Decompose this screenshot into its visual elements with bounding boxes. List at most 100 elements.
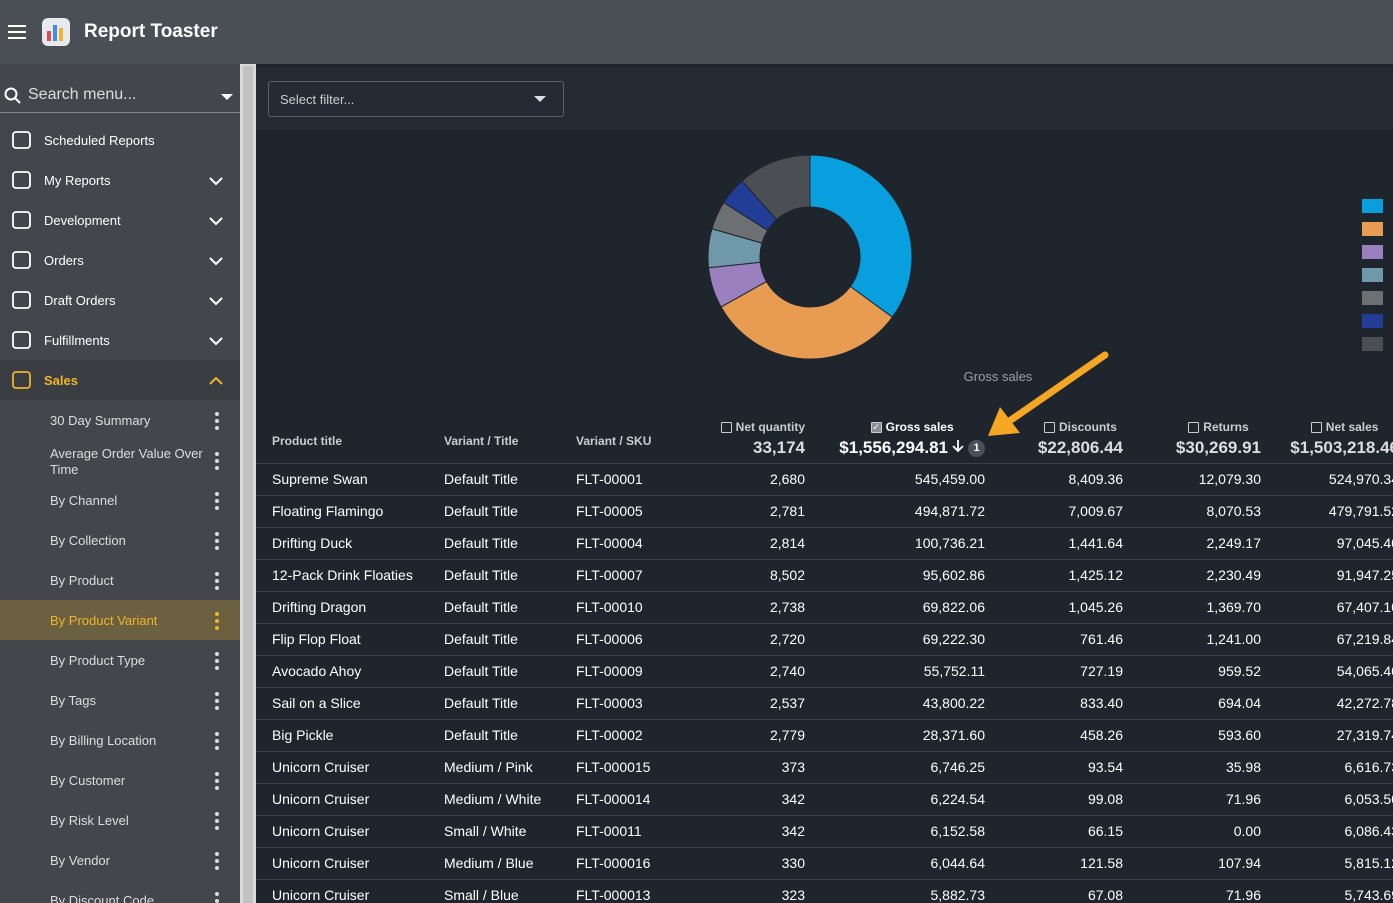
submenu-label: By Risk Level <box>50 813 205 829</box>
submenu-item[interactable]: Average Order Value Over Time <box>0 440 240 480</box>
column-label: Returns <box>1203 420 1248 434</box>
submenu-item[interactable]: By Collection <box>0 520 240 560</box>
column-checkbox[interactable] <box>1311 422 1322 433</box>
table-cell: 6,152.58 <box>931 823 986 839</box>
menu-item[interactable]: Scheduled Reports <box>0 120 240 160</box>
submenu-item[interactable]: By Discount Code <box>0 880 240 903</box>
table-cell: 0.00 <box>1234 823 1261 839</box>
table-cell: 100,736.21 <box>915 535 985 551</box>
table-cell: FLT-00005 <box>576 503 643 519</box>
table-cell: FLT-000015 <box>576 759 650 775</box>
table-cell: 27,319.74 <box>1337 727 1393 743</box>
menu-item[interactable]: Development <box>0 200 240 240</box>
table-cell: 35.98 <box>1226 759 1261 775</box>
table-cell: 69,222.30 <box>923 631 985 647</box>
menu-button[interactable] <box>8 24 28 40</box>
table-cell: 2,537 <box>770 695 805 711</box>
column-checkbox[interactable] <box>1188 422 1199 433</box>
table-cell: 121.58 <box>1080 855 1123 871</box>
app-logo <box>41 17 71 47</box>
menu-label: My Reports <box>44 173 110 188</box>
table-cell: FLT-00003 <box>576 695 643 711</box>
table-cell: FLT-000016 <box>576 855 650 871</box>
column-label: Returns <box>1176 420 1261 434</box>
submenu-item[interactable]: By Product Variant <box>0 600 240 640</box>
table-cell: Unicorn Cruiser <box>272 855 369 871</box>
submenu-item[interactable]: By Risk Level <box>0 800 240 840</box>
row-divider <box>256 591 1393 592</box>
table-cell: 593.60 <box>1218 727 1261 743</box>
column-header[interactable]: Net quantity 33,174 <box>721 420 805 466</box>
submenu-item[interactable]: 30 Day Summary <box>0 400 240 440</box>
column-total: $1,556,294.81 <box>839 438 948 458</box>
filter-bar: Select filter... <box>256 67 1393 130</box>
scrollbar-thumb[interactable] <box>243 66 253 903</box>
menu-label: Draft Orders <box>44 293 116 308</box>
table-cell: FLT-00004 <box>576 535 643 551</box>
table-cell: Default Title <box>444 567 518 583</box>
column-label: Net quantity <box>721 420 805 434</box>
row-divider <box>256 879 1393 880</box>
menu-item[interactable]: Orders <box>0 240 240 280</box>
table-cell: 71.96 <box>1226 887 1261 903</box>
table-cell: Default Title <box>444 631 518 647</box>
submenu-item[interactable]: By Tags <box>0 680 240 720</box>
submenu-item[interactable]: By Product Type <box>0 640 240 680</box>
search-box[interactable]: Search menu... <box>0 64 240 113</box>
submenu-label: By Collection <box>50 533 205 549</box>
column-total: $1,503,218.46 <box>1290 438 1393 458</box>
table-cell: Default Title <box>444 695 518 711</box>
table-cell: 1,425.12 <box>1069 567 1124 583</box>
submenu-label: By Channel <box>50 493 205 509</box>
column-checkbox[interactable]: ✓ <box>871 422 882 433</box>
table-cell: Default Title <box>444 727 518 743</box>
column-total-row: $30,269.91 <box>1176 438 1261 458</box>
menu-item[interactable]: Fulfillments <box>0 320 240 360</box>
column-header: Variant / Title <box>444 434 518 448</box>
legend-swatch <box>1362 268 1383 282</box>
table-cell: 91,947.25 <box>1337 567 1393 583</box>
column-header[interactable]: Net sales$1,503,218.46 <box>1290 420 1393 466</box>
table-cell: 761.46 <box>1080 631 1123 647</box>
table-cell: Unicorn Cruiser <box>272 791 369 807</box>
table-cell: FLT-00011 <box>576 823 642 839</box>
column-header[interactable]: ✓Gross sales$1,556,294.811 <box>839 420 985 466</box>
row-divider <box>256 751 1393 752</box>
table-cell: Small / White <box>444 823 526 839</box>
table-cell: 342 <box>782 823 805 839</box>
menu-item[interactable]: My Reports <box>0 160 240 200</box>
submenu-item[interactable]: By Billing Location <box>0 720 240 760</box>
row-divider <box>256 847 1393 848</box>
sidebar: Search menu... Scheduled Reports My Report… <box>0 64 240 903</box>
sort-arrow[interactable] <box>952 438 964 458</box>
table-cell: 12-Pack Drink Floaties <box>272 567 413 583</box>
submenu-item[interactable]: By Product <box>0 560 240 600</box>
menu-label: Orders <box>44 253 84 268</box>
filter-select[interactable]: Select filter... <box>268 81 564 117</box>
menu-item[interactable]: Sales <box>0 360 240 400</box>
submenu-label: By Billing Location <box>50 733 205 749</box>
column-total-row: 33,174 <box>721 438 805 458</box>
column-checkbox[interactable] <box>721 422 732 433</box>
submenu-item[interactable]: By Vendor <box>0 840 240 880</box>
table-cell: 93.54 <box>1088 759 1123 775</box>
submenu-item[interactable]: By Customer <box>0 760 240 800</box>
submenu-item[interactable]: By Channel <box>0 480 240 520</box>
table-cell: 69,822.06 <box>923 599 985 615</box>
table-cell: 7,009.67 <box>1069 503 1124 519</box>
column-header[interactable]: Returns $30,269.91 <box>1176 420 1261 466</box>
table-cell: 6,044.64 <box>931 855 986 871</box>
column-label: ✓Gross sales <box>839 420 985 434</box>
table-cell: 2,781 <box>770 503 805 519</box>
table-cell: Unicorn Cruiser <box>272 887 369 903</box>
table-cell: 99.08 <box>1088 791 1123 807</box>
menu-label: Sales <box>44 373 78 388</box>
legend-swatch <box>1362 291 1383 305</box>
table-cell: 6,086.43 <box>1345 823 1393 839</box>
menu-item[interactable]: Draft Orders <box>0 280 240 320</box>
table-cell: 494,871.72 <box>915 503 985 519</box>
table-cell: Supreme Swan <box>272 471 368 487</box>
table-cell: 1,045.26 <box>1069 599 1124 615</box>
menu-label: Scheduled Reports <box>44 133 155 148</box>
table-cell: Avocado Ahoy <box>272 663 361 679</box>
